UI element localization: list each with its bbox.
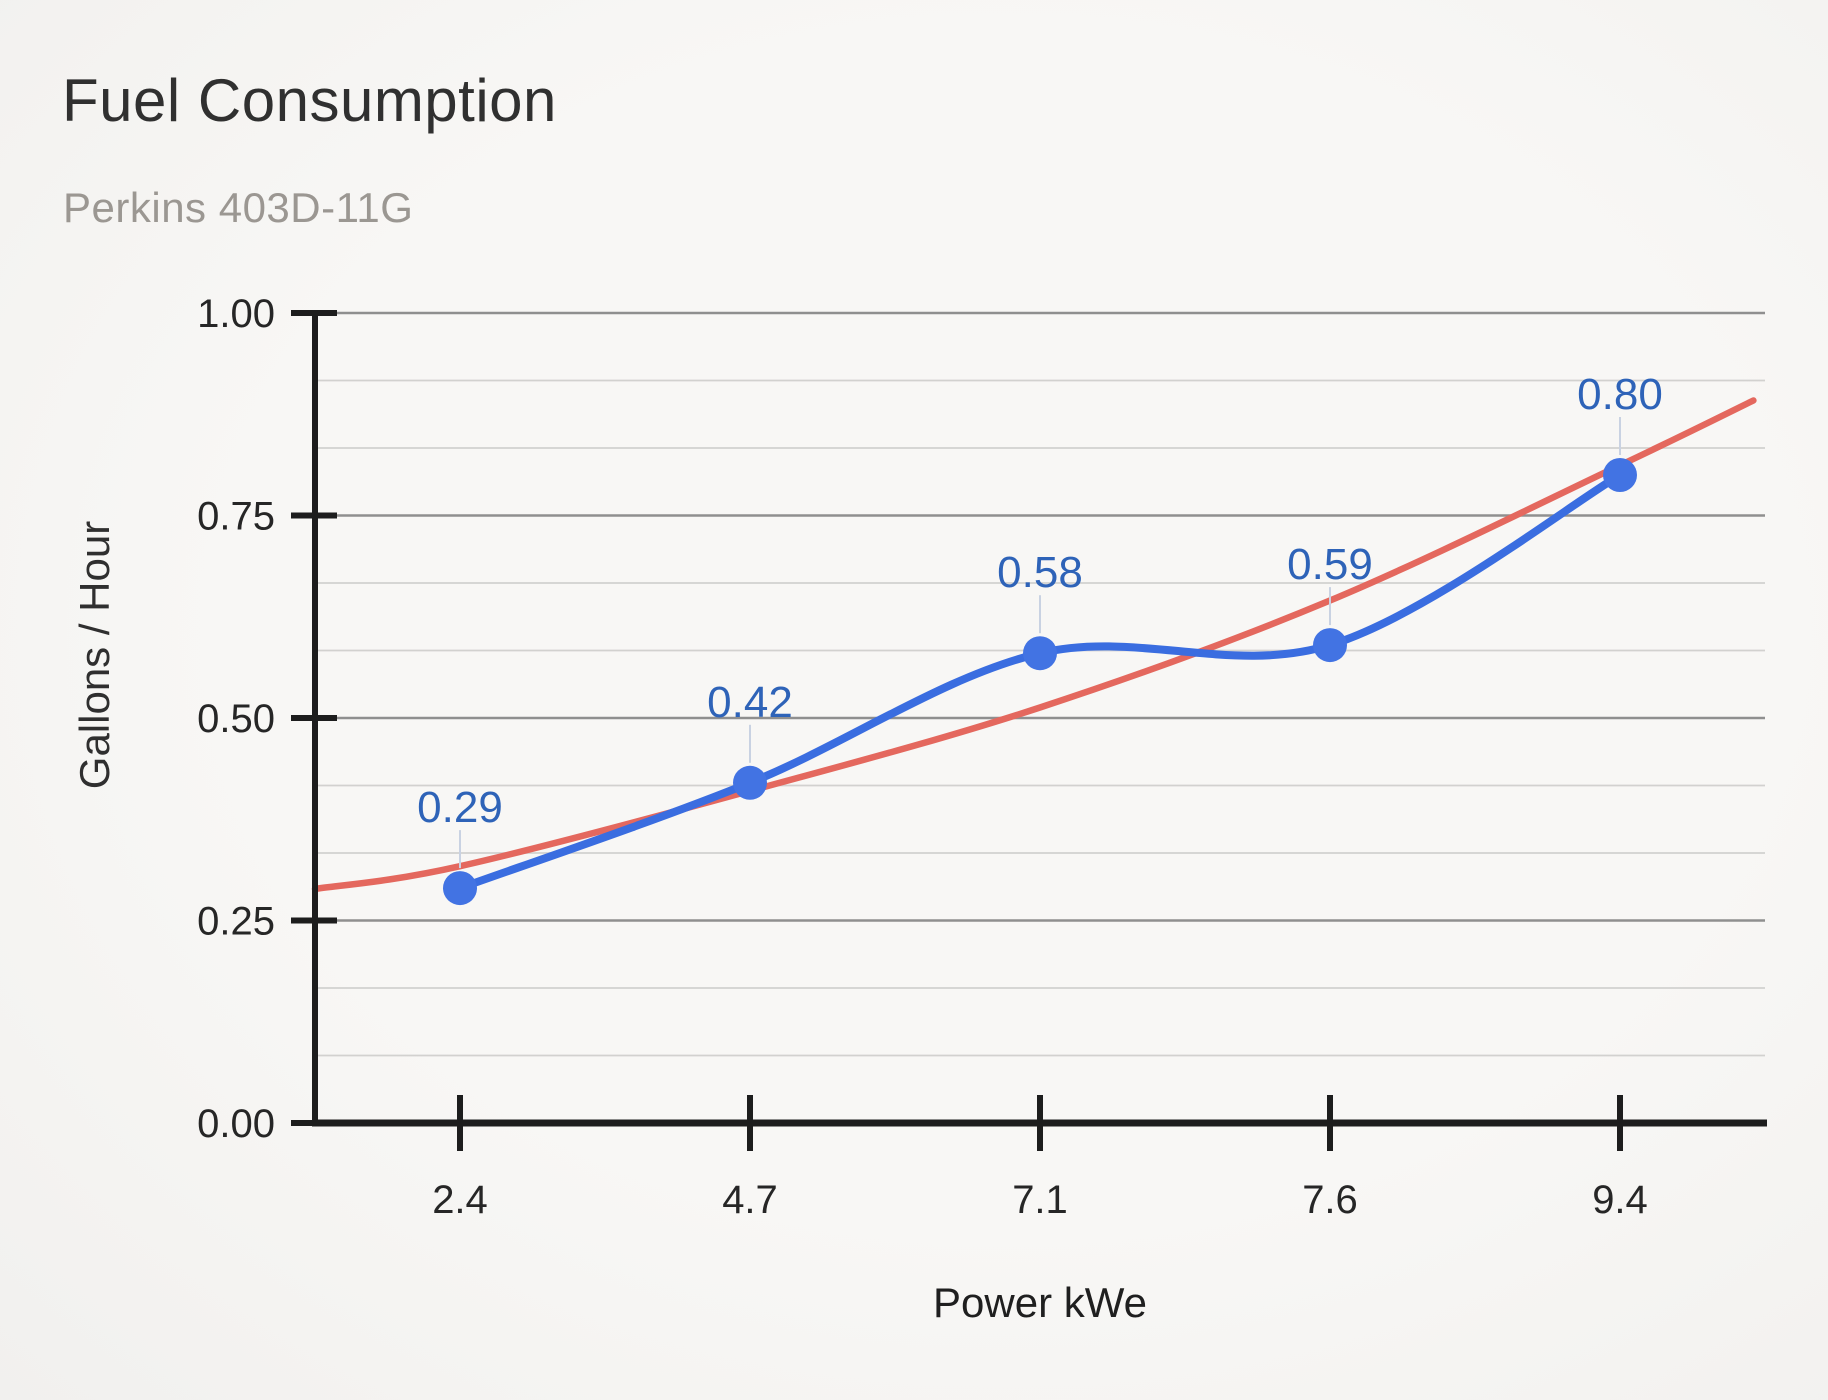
data-label: 0.42 [707,678,793,727]
data-label: 0.29 [417,783,503,832]
data-label: 0.58 [997,548,1083,597]
x-tick-label: 7.6 [1302,1178,1358,1222]
data-point [443,871,477,906]
chart-subtitle: Perkins 403D-11G [63,184,414,231]
y-tick-label: 1.00 [197,292,275,336]
x-axis-title: Power kWe [933,1279,1147,1326]
data-point [1313,628,1347,663]
y-tick-label: 0.75 [197,495,275,539]
x-tick-label: 2.4 [432,1178,488,1222]
data-point [1023,636,1057,671]
x-tick-label: 4.7 [722,1178,778,1222]
data-label: 0.59 [1287,540,1373,589]
y-tick-label: 0.25 [197,900,275,944]
chart-title: Fuel Consumption [62,67,557,134]
x-tick-label: 9.4 [1592,1178,1648,1222]
y-tick-label: 0.50 [197,697,275,741]
data-label: 0.80 [1577,370,1663,419]
data-point [1603,458,1637,492]
y-tick-label: 0.00 [197,1102,275,1146]
x-tick-label: 7.1 [1012,1178,1068,1222]
series-line [456,471,1624,893]
data-point [733,765,767,800]
trendline [311,397,1757,893]
